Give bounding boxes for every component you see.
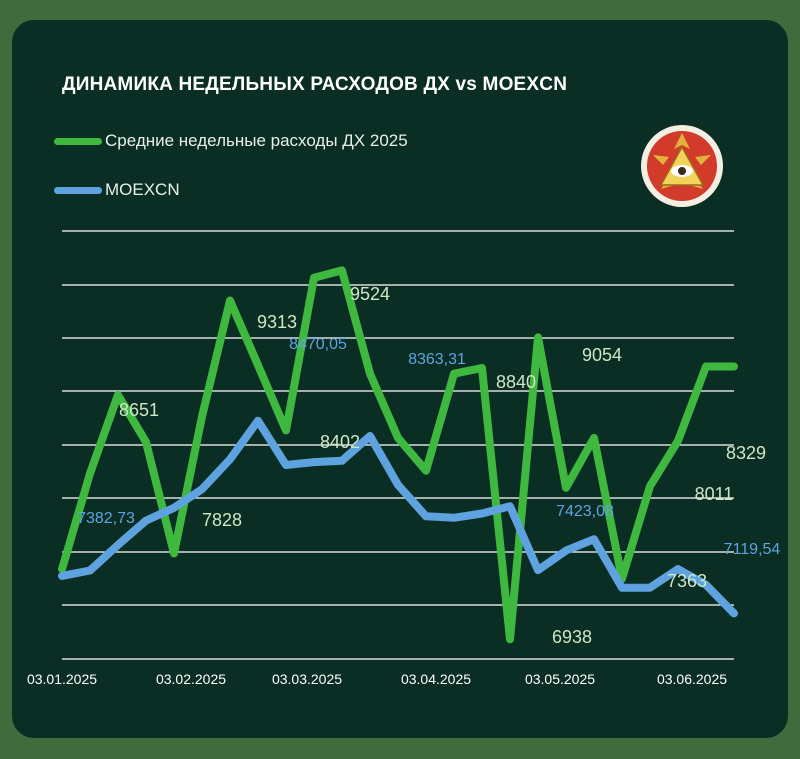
legend-item-green: Средние недельные расходы ДХ 2025 [54, 131, 408, 151]
x-tick-label: 03.02.2025 [156, 671, 226, 687]
blue-data-label: 7382,73 [77, 510, 135, 527]
green-data-label: 9054 [582, 345, 622, 365]
chart-title: ДИНАМИКА НЕДЕЛЬНЫХ РАСХОДОВ ДХ vs MOEXCN [62, 74, 568, 95]
eye-pyramid-emblem-icon [641, 125, 723, 207]
legend-label-blue: MOEXCN [105, 180, 180, 199]
x-axis: 03.01.2025 03.02.2025 03.03.2025 03.04.2025… [27, 671, 727, 687]
green-data-label: 8011 [695, 484, 734, 504]
green-data-label: 9524 [350, 284, 390, 304]
series-lines [58, 266, 738, 644]
series-line-green [58, 266, 738, 644]
data-labels: 8651 7828 9313 8402 9524 8840 6938 9054 7363 8011… [77, 284, 780, 647]
x-tick-label: 03.06.2025 [657, 671, 727, 687]
series-line-blue [58, 416, 738, 618]
green-data-label: 7828 [202, 510, 242, 530]
green-data-label: 8840 [496, 372, 536, 392]
blue-data-label: 7119,54 [724, 541, 781, 558]
green-data-label: 6938 [552, 627, 592, 647]
green-data-label: 8329 [726, 443, 766, 463]
legend-swatch-blue [54, 186, 102, 194]
x-tick-label: 03.04.2025 [401, 671, 471, 687]
blue-data-label: 7423,08 [556, 503, 614, 520]
green-data-label: 8651 [119, 400, 159, 420]
grid-lines [62, 230, 734, 660]
x-tick-label: 03.05.2025 [525, 671, 595, 687]
legend-label-green: Средние недельные расходы ДХ 2025 [105, 131, 408, 150]
blue-data-label: 8470,05 [289, 336, 347, 353]
x-tick-label: 03.03.2025 [272, 671, 342, 687]
x-tick-label: 03.01.2025 [27, 671, 97, 687]
green-data-label: 8402 [320, 432, 360, 452]
blue-data-label: 8363,31 [408, 351, 466, 368]
green-data-label: 7363 [667, 571, 707, 591]
legend-item-blue: MOEXCN [54, 180, 180, 200]
green-data-label: 9313 [257, 312, 297, 332]
legend-swatch-green [54, 137, 102, 145]
